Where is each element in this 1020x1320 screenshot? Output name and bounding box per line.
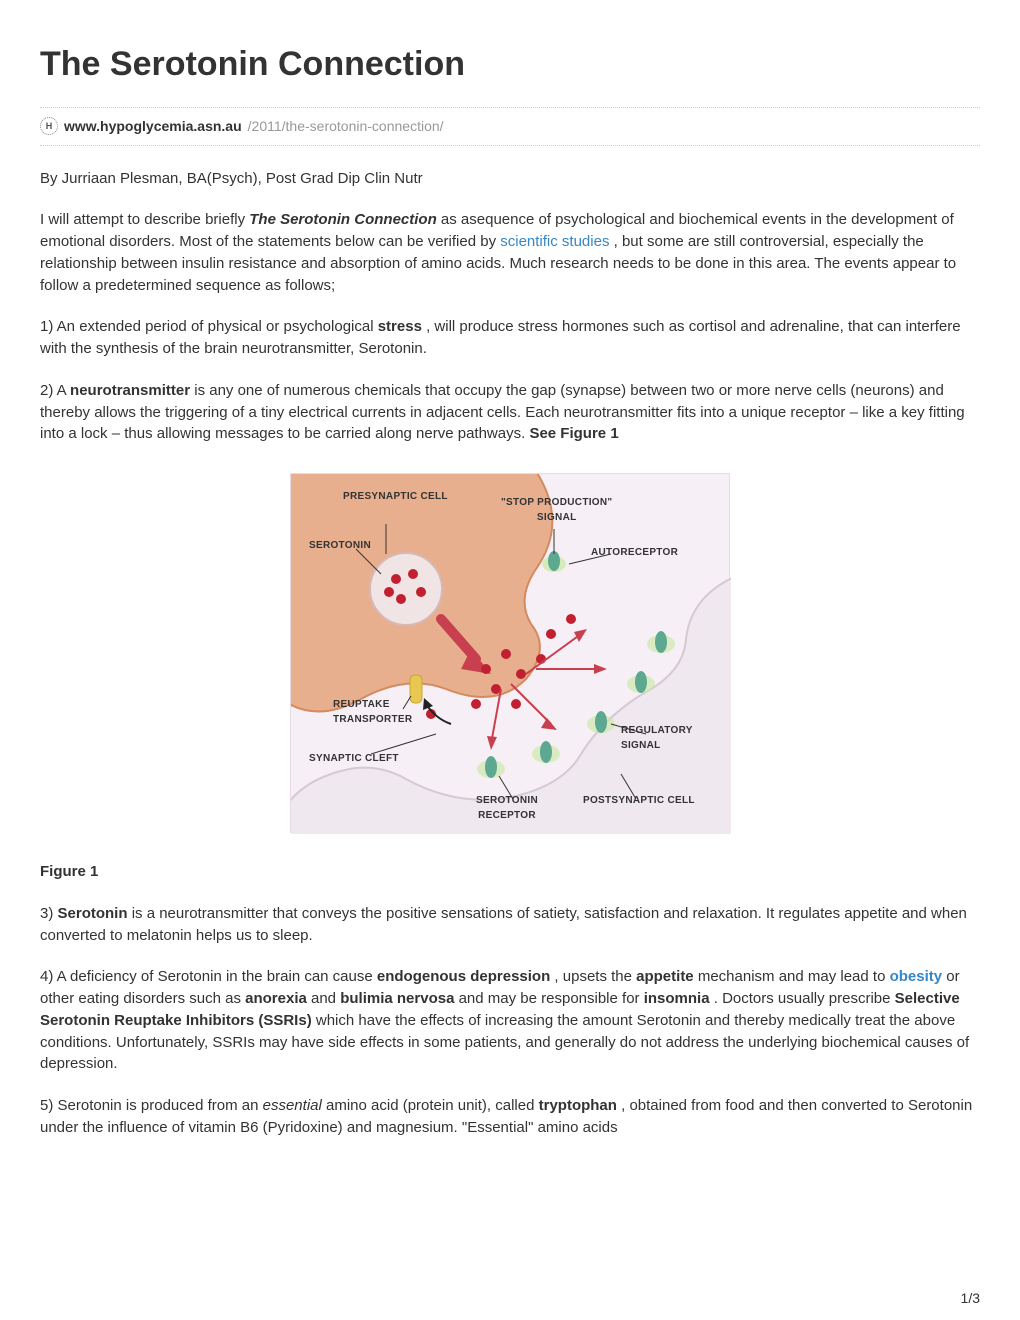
stress-bold: stress bbox=[378, 318, 422, 335]
source-meta: H www.hypoglycemia.asn.au /2011/the-sero… bbox=[40, 107, 980, 145]
figure-caption: Figure 1 bbox=[40, 861, 980, 883]
text: amino acid (protein unit), called bbox=[326, 1097, 539, 1114]
figure-caption-text: Figure 1 bbox=[40, 863, 98, 880]
label-synaptic-cleft: SYNAPTIC CLEFT bbox=[309, 752, 399, 767]
text: and may be responsible for bbox=[459, 990, 644, 1007]
endogenous-depression-bold: endogenous depression bbox=[377, 968, 550, 985]
insomnia-bold: insomnia bbox=[644, 990, 710, 1007]
label-postsynaptic: POSTSYNAPTIC CELL bbox=[583, 794, 695, 809]
label-reuptake: REUPTAKE TRANSPORTER bbox=[333, 698, 412, 727]
appetite-bold: appetite bbox=[636, 968, 694, 985]
text: 1) An extended period of physical or psy… bbox=[40, 318, 378, 335]
title-emphasis: The Serotonin Connection bbox=[249, 211, 437, 228]
intro-paragraph: I will attempt to describe briefly The S… bbox=[40, 209, 980, 296]
tryptophan-bold: tryptophan bbox=[539, 1097, 617, 1114]
label-autoreceptor: AUTORECEPTOR bbox=[591, 546, 678, 561]
point-4: 4) A deficiency of Serotonin in the brai… bbox=[40, 966, 980, 1075]
label-stop-signal: "STOP PRODUCTION" SIGNAL bbox=[501, 496, 612, 525]
anorexia-bold: anorexia bbox=[245, 990, 307, 1007]
text: . Doctors usually prescribe bbox=[714, 990, 895, 1007]
label-serotonin-receptor: SEROTONIN RECEPTOR bbox=[476, 794, 538, 823]
source-domain[interactable]: www.hypoglycemia.asn.au bbox=[64, 116, 242, 136]
text: , upsets the bbox=[554, 968, 636, 985]
text: is a neurotransmitter that conveys the p… bbox=[40, 905, 967, 944]
page-number: 1/3 bbox=[961, 1288, 980, 1308]
point-2: 2) A neurotransmitter is any one of nume… bbox=[40, 380, 980, 445]
obesity-link[interactable]: obesity bbox=[890, 968, 943, 985]
text: mechanism and may lead to bbox=[698, 968, 890, 985]
bulimia-bold: bulimia nervosa bbox=[340, 990, 454, 1007]
text: I will attempt to describe briefly bbox=[40, 211, 249, 228]
text: 4) A deficiency of Serotonin in the brai… bbox=[40, 968, 377, 985]
page-title: The Serotonin Connection bbox=[40, 40, 980, 89]
label-regulatory: REGULATORY SIGNAL bbox=[621, 724, 693, 753]
source-path[interactable]: /2011/the-serotonin-connection/ bbox=[248, 116, 444, 136]
essential-italic: essential bbox=[263, 1097, 322, 1114]
see-figure-bold: See Figure 1 bbox=[529, 425, 618, 442]
text: 3) bbox=[40, 905, 58, 922]
point-3: 3) Serotonin is a neurotransmitter that … bbox=[40, 903, 980, 947]
neurotransmitter-bold: neurotransmitter bbox=[70, 382, 190, 399]
text: and bbox=[311, 990, 340, 1007]
text: 5) Serotonin is produced from an bbox=[40, 1097, 263, 1114]
synapse-diagram: PRESYNAPTIC CELL SEROTONIN "STOP PRODUCT… bbox=[290, 473, 730, 833]
label-serotonin: SEROTONIN bbox=[309, 539, 371, 554]
point-5: 5) Serotonin is produced from an essenti… bbox=[40, 1095, 980, 1139]
text: 2) A bbox=[40, 382, 70, 399]
label-presynaptic: PRESYNAPTIC CELL bbox=[343, 490, 448, 505]
serotonin-bold: Serotonin bbox=[58, 905, 128, 922]
figure-container: PRESYNAPTIC CELL SEROTONIN "STOP PRODUCT… bbox=[40, 473, 980, 833]
point-1: 1) An extended period of physical or psy… bbox=[40, 316, 980, 360]
site-icon: H bbox=[40, 117, 58, 135]
scientific-studies-link[interactable]: scientific studies bbox=[500, 233, 609, 250]
byline: By Jurriaan Plesman, BA(Psych), Post Gra… bbox=[40, 168, 980, 190]
